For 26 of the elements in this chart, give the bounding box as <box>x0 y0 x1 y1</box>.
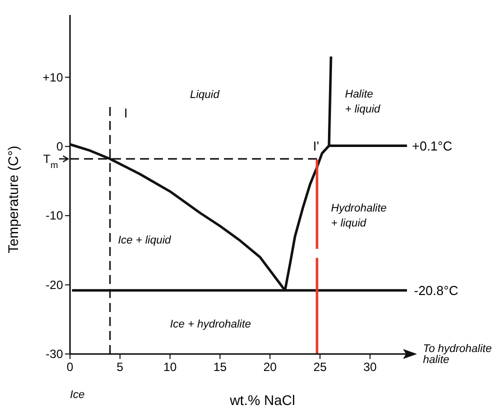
y-tick-label: -30 <box>46 347 64 361</box>
y-tick-label: -20 <box>46 278 64 292</box>
annotation: Ice + hydrohalite <box>170 318 252 331</box>
annotation: Ice + liquid <box>118 234 172 246</box>
text: Ice <box>70 389 85 401</box>
x-tick-label: 15 <box>213 360 227 374</box>
x-tick-label: 0 <box>66 360 74 374</box>
annotation: +0.1°C <box>412 138 452 154</box>
x-tick-label: 5 <box>116 360 124 374</box>
y-tick-label: 0 <box>56 139 64 154</box>
text: To hydrohalite halite <box>423 343 492 366</box>
x-tick-label: 25 <box>313 360 327 374</box>
y-axis-title: Temperature (C°) <box>5 146 21 254</box>
x-tick-label: 10 <box>163 360 177 374</box>
x-axis-title: wt.% NaCl <box>228 392 296 408</box>
x-tick-label: 20 <box>263 360 277 374</box>
annotation: -20.8°C <box>414 283 458 298</box>
annotation: Hydrohalite + liquid <box>331 202 387 230</box>
y-tick-label: +10 <box>42 70 64 84</box>
text: T$_{m}$ <box>43 152 58 170</box>
y-tick-label: -10 <box>46 208 64 223</box>
annotation: I <box>124 105 128 120</box>
annotation: Liquid <box>190 89 220 102</box>
annotation: Halite + liquid <box>345 88 382 116</box>
x-tick-label: 30 <box>363 360 377 374</box>
annotation: I' <box>313 138 320 154</box>
